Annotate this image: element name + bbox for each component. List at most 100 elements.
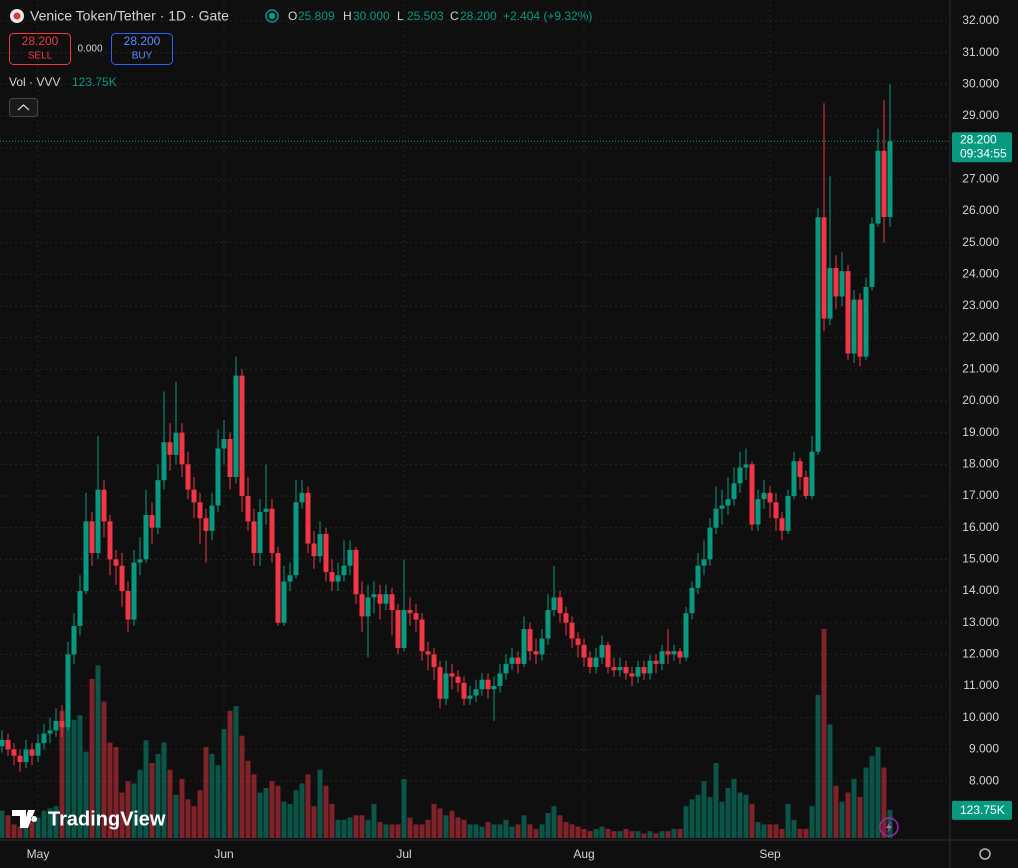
- candle-body: [473, 689, 479, 696]
- volume-bar: [845, 792, 851, 838]
- volume-bar: [53, 806, 59, 838]
- volume-bar: [113, 747, 119, 838]
- volume-bar: [335, 819, 341, 838]
- candle-body: [299, 492, 305, 503]
- volume-bar: [155, 753, 161, 838]
- y-tick-label: 15.000: [962, 552, 999, 566]
- candle-body: [77, 591, 83, 626]
- volume-bar: [47, 808, 53, 838]
- volume-bar: [71, 719, 77, 838]
- candle-body: [125, 591, 131, 620]
- candle-body: [365, 597, 371, 617]
- candle-body: [0, 739, 5, 747]
- last-price: 28.200: [960, 132, 997, 146]
- volume-bar: [587, 831, 593, 838]
- candle-body: [263, 508, 269, 512]
- symbol-title[interactable]: Venice Token/Tether · 1D · Gate: [30, 8, 229, 24]
- ohlc-value: 30.000: [353, 9, 390, 23]
- lightning-button[interactable]: [879, 817, 899, 837]
- candle-body: [275, 553, 281, 623]
- candle-body: [863, 286, 869, 357]
- volume-bar: [323, 785, 329, 838]
- volume-bar: [527, 824, 533, 838]
- volume-bar: [797, 828, 803, 838]
- y-tick-label: 18.000: [962, 457, 999, 471]
- volume-bar: [509, 826, 515, 838]
- y-tick-label: 25.000: [962, 235, 999, 249]
- volume-bar: [605, 828, 611, 838]
- candle-body: [65, 654, 71, 728]
- candle-body: [41, 733, 47, 744]
- sell-button[interactable]: [9, 33, 71, 65]
- volume-bar: [677, 828, 683, 838]
- volume-bar: [875, 747, 881, 838]
- candle-body: [629, 673, 635, 677]
- volume-bar: [767, 824, 773, 838]
- y-tick-label: 10.000: [962, 710, 999, 724]
- candle-body: [215, 448, 221, 506]
- candle-body: [347, 549, 353, 566]
- volume-bar: [287, 803, 293, 838]
- settings-button[interactable]: [979, 848, 991, 860]
- volume-bar: [245, 760, 251, 838]
- candle-body: [485, 679, 491, 690]
- candle-body: [857, 299, 863, 357]
- candle-body: [683, 613, 689, 658]
- ohlc-key: L: [397, 9, 404, 23]
- candle-body: [143, 515, 149, 560]
- collapse-button[interactable]: [9, 98, 38, 117]
- candle-body: [515, 657, 521, 664]
- y-tick-label: 16.000: [962, 520, 999, 534]
- volume-bar: [719, 801, 725, 838]
- candle-body: [497, 673, 503, 687]
- volume-bar: [659, 831, 665, 838]
- volume-bar: [257, 792, 263, 838]
- volume-bar: [671, 828, 677, 838]
- candle-body: [701, 559, 707, 566]
- candle-body: [773, 502, 779, 519]
- y-tick-label: 23.000: [962, 298, 999, 312]
- candle-body: [695, 565, 701, 588]
- volume-bar: [461, 819, 467, 838]
- volume-bar: [371, 803, 377, 838]
- candle-body: [839, 271, 845, 297]
- volume-bar: [803, 828, 809, 838]
- candle-body: [461, 682, 467, 699]
- candle-body: [677, 651, 683, 658]
- ohlc-key: H: [343, 9, 352, 23]
- volume-bar: [179, 778, 185, 838]
- volume-bar: [887, 809, 893, 838]
- volume-bar: [533, 828, 539, 838]
- volume-bar: [419, 824, 425, 838]
- candle-body: [107, 521, 113, 560]
- volume-bar: [209, 753, 215, 838]
- candle-body: [191, 489, 197, 503]
- volume-legend: Vol · VVV: [9, 75, 60, 89]
- candle-body: [743, 464, 749, 468]
- volume-bar: [569, 824, 575, 838]
- volume-bar: [35, 817, 41, 838]
- candle-body: [17, 755, 23, 763]
- volume-bar: [491, 824, 497, 838]
- candle-body: [431, 654, 437, 668]
- candle-body: [503, 663, 509, 674]
- x-tick-label: Aug: [573, 847, 594, 861]
- candle-body: [233, 375, 239, 478]
- candle-body: [329, 572, 335, 582]
- candle-body: [209, 505, 215, 531]
- volume-bar: [119, 792, 125, 838]
- y-tick-label: 11.000: [963, 678, 999, 692]
- buy-button[interactable]: [111, 33, 173, 65]
- candle-body: [809, 451, 815, 497]
- volume-bar: [89, 678, 95, 838]
- candle-body: [869, 223, 875, 287]
- candle-body: [887, 141, 893, 217]
- volume-bar: [251, 774, 257, 838]
- candle-body: [413, 613, 419, 620]
- candle-body: [719, 505, 725, 509]
- volume-bar: [599, 826, 605, 838]
- volume-bar: [41, 810, 47, 838]
- volume-bar: [449, 810, 455, 838]
- volume-bar: [107, 742, 113, 838]
- grid: [0, 0, 950, 840]
